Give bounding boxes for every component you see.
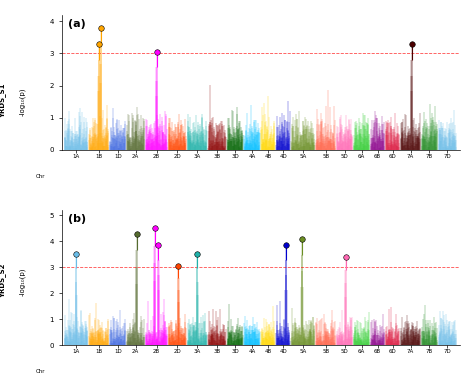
Text: -log₁₀(p): -log₁₀(p) [19,267,26,296]
Text: YRDS_S2: YRDS_S2 [0,264,6,298]
Text: YRDS_S1: YRDS_S1 [0,84,6,118]
Text: (b): (b) [68,214,86,224]
Text: Chr: Chr [36,174,46,179]
Text: Chr: Chr [36,369,46,374]
Text: -log₁₀(p): -log₁₀(p) [19,87,26,116]
Text: (a): (a) [68,19,85,29]
